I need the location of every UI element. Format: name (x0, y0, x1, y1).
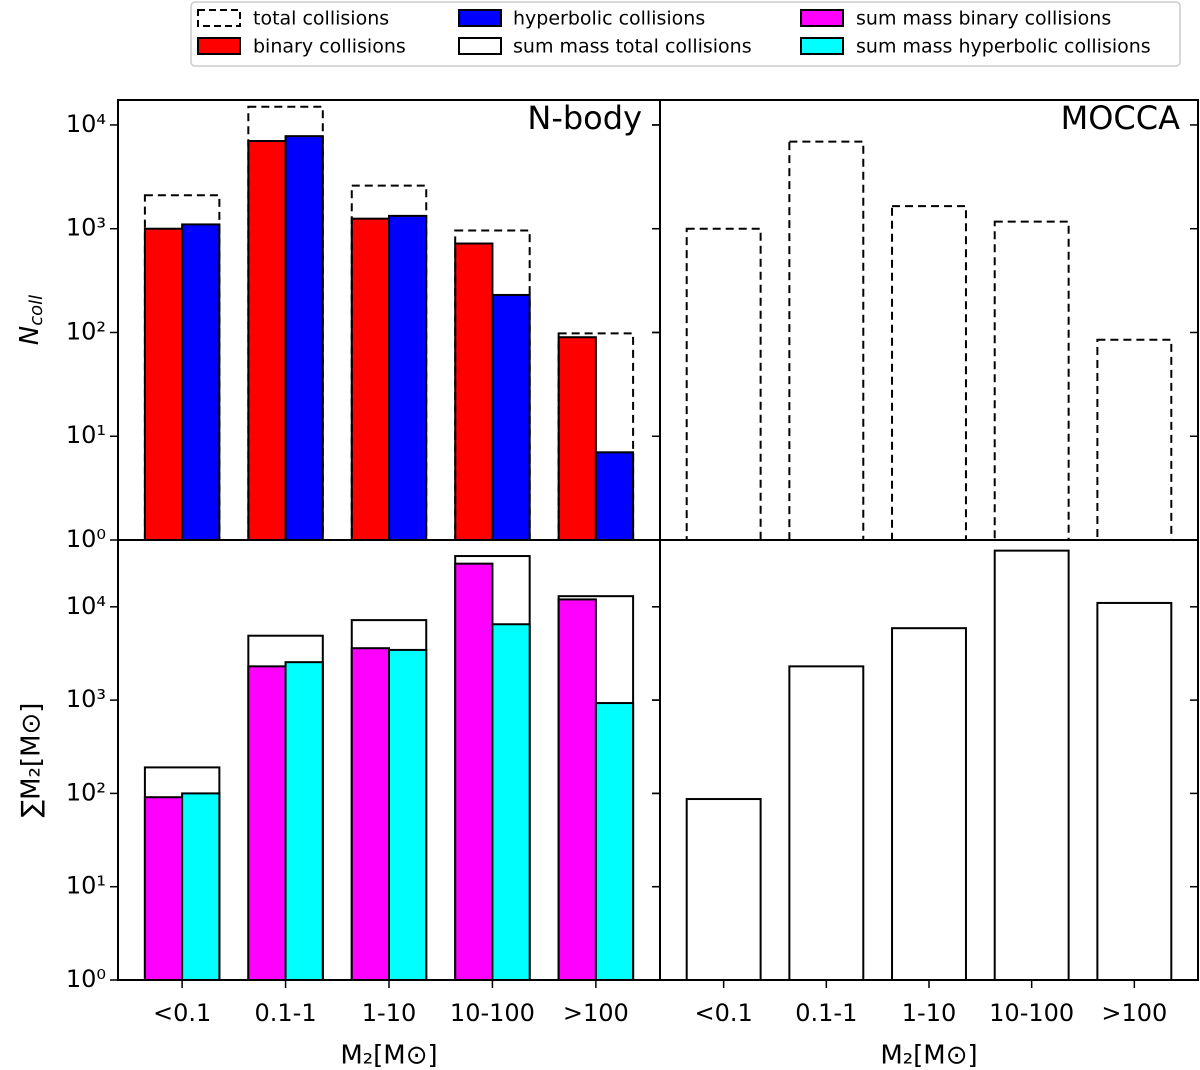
y-tick-label: 10⁴ (66, 592, 106, 620)
bar (1096, 338, 1173, 542)
y-tick-label: 10³ (66, 214, 106, 242)
bar (557, 336, 597, 541)
y-tick-label: 10⁰ (66, 525, 106, 553)
bar (284, 135, 324, 541)
x-axis-label: M₂[M⊙] (880, 1041, 977, 1070)
bar (788, 665, 865, 982)
bar (685, 798, 762, 981)
y-tick-label: 10⁴ (66, 110, 106, 138)
x-axis-label: M₂[M⊙] (340, 1041, 437, 1070)
bar (143, 796, 184, 981)
x-tick-label: 0.1-1 (795, 999, 857, 1027)
y-axis-label: ∑M₂[M⊙] (17, 703, 47, 818)
x-tick-label: 10-100 (989, 999, 1074, 1027)
bar (491, 293, 531, 541)
bar (284, 661, 324, 981)
bar (350, 184, 428, 542)
legend-label: total collisions (253, 8, 389, 30)
y-tick-label: 10³ (66, 685, 106, 713)
bar (891, 627, 967, 981)
legend-swatch (458, 37, 502, 55)
bar (388, 214, 428, 541)
legend-label: sum mass hyperbolic collisions (856, 36, 1151, 58)
panel-title: N-body (527, 99, 642, 137)
plot-frame (659, 539, 1199, 981)
y-tick-label: 10¹ (66, 872, 106, 900)
legend-label: binary collisions (253, 36, 406, 58)
bar (350, 217, 391, 541)
x-tick-label: >100 (563, 999, 629, 1027)
x-tick-label: >100 (1101, 999, 1167, 1027)
y-axis-label-sub: coll (26, 295, 47, 326)
y-tick-label: 10¹ (66, 421, 106, 449)
bar (557, 598, 597, 982)
bar (1096, 601, 1173, 981)
legend-swatch (197, 37, 241, 55)
y-tick-label: 10⁰ (66, 965, 106, 993)
panel-title: MOCCA (1061, 99, 1180, 137)
bar (181, 792, 221, 981)
bar (993, 220, 1070, 541)
bar (594, 702, 635, 981)
bar (247, 105, 324, 541)
legend-swatch (800, 37, 844, 55)
x-tick-label: <0.1 (695, 999, 753, 1027)
y-tick-label: 10² (66, 317, 106, 345)
bar (143, 227, 184, 541)
bar (491, 623, 531, 981)
legend-box (190, 1, 1181, 67)
legend-swatch (800, 9, 844, 27)
legend-swatch (197, 9, 241, 27)
bar (891, 205, 967, 541)
bar (388, 648, 428, 981)
y-axis-label: Ncoll (15, 295, 48, 345)
bar (993, 549, 1070, 982)
x-tick-label: <0.1 (153, 999, 211, 1027)
bar (788, 140, 865, 541)
bar (247, 140, 287, 541)
legend-label: sum mass total collisions (513, 36, 752, 58)
bar (247, 665, 287, 982)
x-tick-label: 10-100 (450, 999, 535, 1027)
x-tick-label: 0.1-1 (255, 999, 317, 1027)
y-tick-label: 10² (66, 778, 106, 806)
bar (685, 227, 762, 541)
legend-label: hyperbolic collisions (513, 8, 705, 30)
x-tick-label: 1-10 (362, 999, 416, 1027)
legend-swatch (458, 9, 502, 27)
bar (594, 451, 635, 541)
bar (454, 242, 494, 541)
legend: total collisions binary collisions hyper… (190, 1, 1181, 67)
plot-frame (659, 99, 1199, 541)
bar (454, 562, 494, 981)
y-axis-label-main: N (15, 326, 45, 345)
legend-label: sum mass binary collisions (856, 8, 1111, 30)
x-tick-label: 1-10 (902, 999, 956, 1027)
bar (181, 223, 221, 541)
bar (350, 647, 391, 982)
